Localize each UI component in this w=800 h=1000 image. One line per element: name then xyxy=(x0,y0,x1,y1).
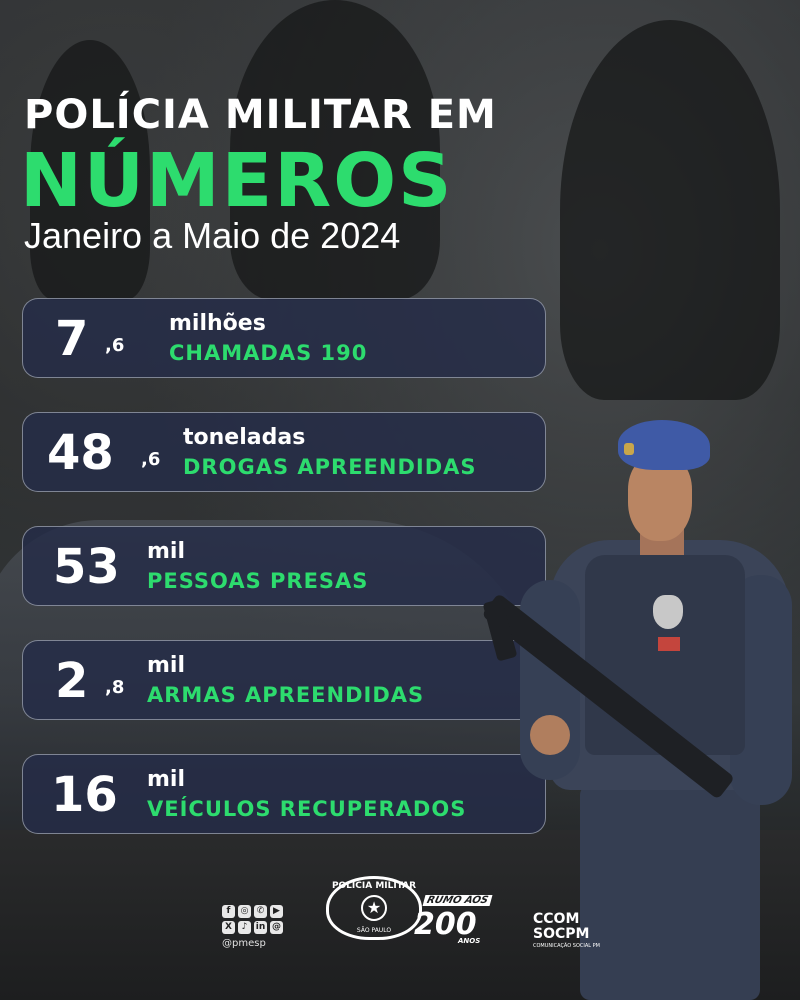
stat-decimal: ,8 xyxy=(105,677,125,698)
stat-unit: mil xyxy=(147,653,186,678)
stat-label: PESSOAS PRESAS xyxy=(147,569,369,593)
subtitle: Janeiro a Maio de 2024 xyxy=(24,215,401,256)
stat-unit: milhões xyxy=(169,311,266,336)
stat-number: 16 xyxy=(51,767,118,823)
social-icons: f ◎ ✆ ▶ X ♪ in @ xyxy=(222,905,292,937)
star-icon: ★ xyxy=(361,895,387,921)
stat-number: 7 xyxy=(55,311,89,367)
title-line-1: POLÍCIA MILITAR EM xyxy=(24,92,497,138)
stat-number: 48 xyxy=(47,425,114,481)
beret-badge xyxy=(624,443,634,455)
ccom-line-3: COMUNICAÇÃO SOCIAL PM xyxy=(533,943,600,949)
stat-card-presas: 53 mil PESSOAS PRESAS xyxy=(22,526,546,606)
x-icon[interactable]: X xyxy=(222,921,235,934)
background-figure xyxy=(560,20,780,400)
stat-label: DROGAS APREENDIDAS xyxy=(183,455,477,479)
stat-card-chamadas: 7 ,6 milhões CHAMADAS 190 xyxy=(22,298,546,378)
200-anos-logo: RUMO AOS 200 ANOS xyxy=(400,895,510,945)
officer-legs xyxy=(580,785,760,1000)
instagram-icon[interactable]: ◎ xyxy=(238,905,251,918)
logo-200-top: RUMO AOS xyxy=(422,895,493,906)
stat-label: VEÍCULOS RECUPERADOS xyxy=(147,797,467,821)
logo-200-sub: ANOS xyxy=(458,937,481,945)
stat-card-veiculos: 16 mil VEÍCULOS RECUPERADOS xyxy=(22,754,546,834)
red-patch xyxy=(658,637,680,651)
facebook-icon[interactable]: f xyxy=(222,905,235,918)
policia-militar-logo: POLÍCIA MILITAR ★ SÃO PAULO xyxy=(326,876,422,940)
stat-label: ARMAS APREENDIDAS xyxy=(147,683,425,707)
tactical-vest xyxy=(585,555,745,755)
email-icon[interactable]: @ xyxy=(270,921,283,934)
stat-label: CHAMADAS 190 xyxy=(169,341,368,365)
stat-unit: toneladas xyxy=(183,425,306,450)
officer-hand xyxy=(530,715,570,755)
whatsapp-icon[interactable]: ✆ xyxy=(254,905,267,918)
logo-pm-sub: SÃO PAULO xyxy=(356,927,392,934)
background-figure xyxy=(230,0,440,300)
stat-card-drogas: 48 ,6 toneladas DROGAS APREENDIDAS xyxy=(22,412,546,492)
ccom-line-2: SOCPM xyxy=(533,926,590,942)
police-badge xyxy=(653,595,683,629)
stat-decimal: ,6 xyxy=(105,335,125,356)
stat-number: 53 xyxy=(53,539,120,595)
title-line-2: NÚMEROS xyxy=(20,138,454,224)
stat-unit: mil xyxy=(147,539,186,564)
background-figure xyxy=(30,40,150,300)
ccom-line-1: CCOM xyxy=(533,911,580,927)
youtube-icon[interactable]: ▶ xyxy=(270,905,283,918)
police-officer-image xyxy=(481,415,800,1000)
stat-decimal: ,6 xyxy=(141,449,161,470)
linkedin-icon[interactable]: in xyxy=(254,921,267,934)
stat-unit: mil xyxy=(147,767,186,792)
ccom-socpm-logo: CCOM SOCPM COMUNICAÇÃO SOCIAL PM xyxy=(533,912,613,950)
stat-card-armas: 2 ,8 mil ARMAS APREENDIDAS xyxy=(22,640,546,720)
tiktok-icon[interactable]: ♪ xyxy=(238,921,251,934)
logo-200-number: 200 xyxy=(414,907,477,942)
stat-number: 2 xyxy=(55,653,89,709)
social-handle: @pmesp xyxy=(222,938,266,949)
logo-pm-text: POLÍCIA MILITAR xyxy=(331,881,417,891)
